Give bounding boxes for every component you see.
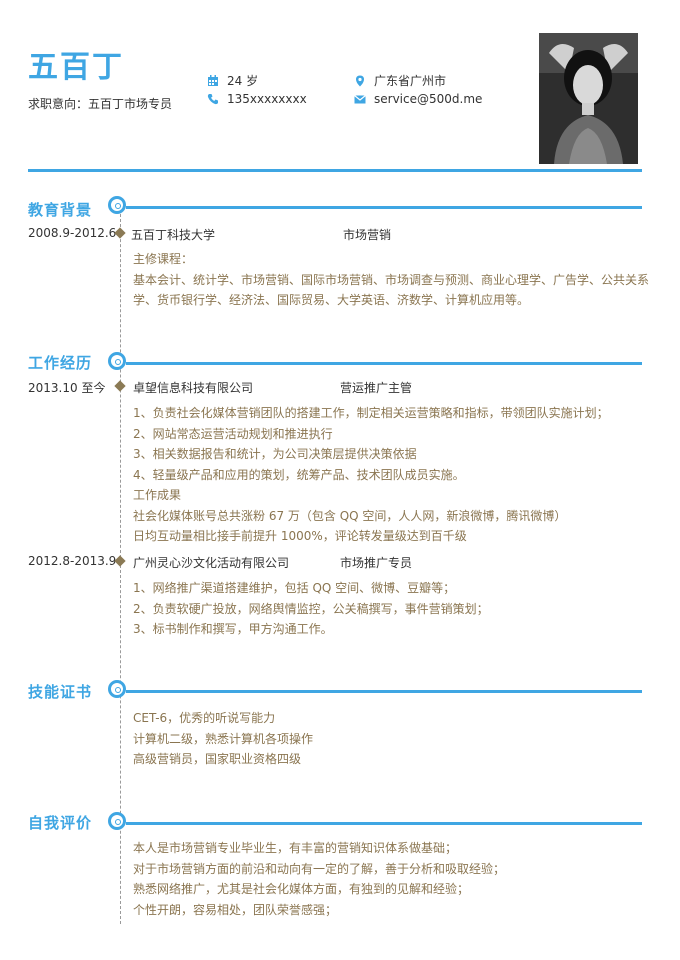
company-name: 广州灵心沙文化活动有限公司 [133, 556, 290, 570]
location-pin-icon [356, 75, 364, 86]
text-line: 熟悉网络推广，尤其是社会化媒体方面，有独到的见解和经验； [133, 882, 470, 896]
text-line: 工作成果 [133, 488, 182, 502]
job-details: 1、负责社会化媒体营销团队的搭建工作，制定相关运营策略和指标，带领团队实施计划；… [133, 403, 609, 547]
section-title-self: 自我评价 [28, 814, 93, 832]
company-name: 卓望信息科技有限公司 [133, 381, 254, 395]
timeline-circle-icon [108, 352, 126, 370]
text-line: 3、相关数据报告和统计，为公司决策层提供决策依据 [133, 447, 417, 461]
text-line: 高级营销员，国家职业资格四级 [133, 752, 302, 766]
calendar-icon [208, 74, 218, 86]
section-divider [126, 206, 642, 209]
text-line: 社会化媒体账号总共涨粉 67 万（包含 QQ 空间，人人网，新浪微博，腾讯微博） [133, 508, 567, 523]
text-line: 主修课程： [133, 252, 194, 266]
position-name: 营运推广主管 [340, 381, 413, 395]
phone-info: 135xxxxxxxx [207, 92, 307, 106]
location-info: 广东省广州市 [354, 72, 446, 89]
timeline-circle-icon [108, 196, 126, 214]
email-text: service@500d.me [374, 92, 483, 106]
text-line: 日均互动量相比接手前提升 1000%，评论转发量级达到百千级 [133, 529, 467, 543]
resume-name: 五百丁 [28, 50, 124, 85]
text-line: 2、负责软硬广投放，网络舆情监控，公关稿撰写，事件营销策划； [133, 601, 489, 616]
phone-icon [207, 94, 218, 105]
school-name: 五百丁科技大学 [131, 228, 216, 242]
section-divider [126, 690, 642, 693]
self-evaluation-details: 本人是市场营销专业毕业生，有丰富的营销知识体系做基础； 对于市场营销方面的前沿和… [133, 838, 505, 920]
diamond-marker-icon [114, 380, 126, 392]
job-date: 2012.8-2013.9 [28, 554, 117, 568]
email-info: service@500d.me [354, 92, 482, 106]
text-line: 对于市场营销方面的前沿和动向有一定的了解，善于分析和吸取经验； [133, 861, 506, 876]
text-line: 1、负责社会化媒体营销团队的搭建工作，制定相关运营策略和指标，带领团队实施计划； [133, 406, 609, 420]
text-line: 本人是市场营销专业毕业生，有丰富的营销知识体系做基础； [133, 841, 458, 855]
section-title-work: 工作经历 [28, 354, 93, 372]
skills-details: CET-6，优秀的听说写能力 计算机二级，熟悉计算机各项操作 高级营销员，国家职… [133, 708, 313, 770]
job-date: 2013.10 至今 [28, 381, 106, 395]
job-intent: 求职意向：五百丁市场专员 [28, 97, 173, 111]
position-name: 市场推广专员 [340, 556, 413, 570]
header-divider [28, 169, 642, 172]
text-line: 基本会计、统计学、市场营销、国际市场营销、市场调查与预测、商业心理学、广告学、公… [133, 272, 650, 287]
text-line: 3、标书制作和撰写，甲方沟通工作。 [133, 622, 333, 636]
text-line: CET-6，优秀的听说写能力 [133, 711, 276, 725]
timeline-circle-icon [108, 812, 126, 830]
profile-photo [539, 33, 638, 164]
text-line: 2、网站常态运营活动规划和推进执行 [133, 426, 333, 441]
section-divider [126, 362, 642, 365]
text-line: 学、货币银行学、经济法、国际贸易、大学英语、济数学、计算机应用等。 [133, 293, 530, 307]
text-line: 计算机二级，熟悉计算机各项操作 [133, 731, 314, 746]
section-divider [126, 822, 642, 825]
education-details: 主修课程： 基本会计、统计学、市场营销、国际市场营销、市场调查与预测、商业心理学… [133, 249, 649, 311]
location-text: 广东省广州市 [374, 74, 447, 88]
phone-text: 135xxxxxxxx [227, 92, 307, 106]
text-line: 个性开朗，容易相处，团队荣誉感强； [133, 902, 338, 917]
section-title-education: 教育背景 [28, 201, 93, 219]
age-text: 24 岁 [227, 74, 259, 88]
mail-icon [354, 95, 366, 104]
text-line: 4、轻量级产品和应用的策划，统筹产品、技术团队成员实施。 [133, 467, 465, 482]
section-title-skills: 技能证书 [28, 683, 93, 701]
text-line: 1、网络推广渠道搭建维护，包括 QQ 空间、微博、豆瓣等； [133, 581, 456, 595]
education-date: 2008.9-2012.6 [28, 226, 117, 240]
major-name: 市场营销 [343, 228, 392, 242]
timeline-circle-icon [108, 680, 126, 698]
age-info: 24 岁 [207, 72, 258, 89]
timeline-line [120, 214, 121, 924]
job-details: 1、网络推广渠道搭建维护，包括 QQ 空间、微博、豆瓣等； 2、负责软硬广投放，… [133, 578, 489, 640]
